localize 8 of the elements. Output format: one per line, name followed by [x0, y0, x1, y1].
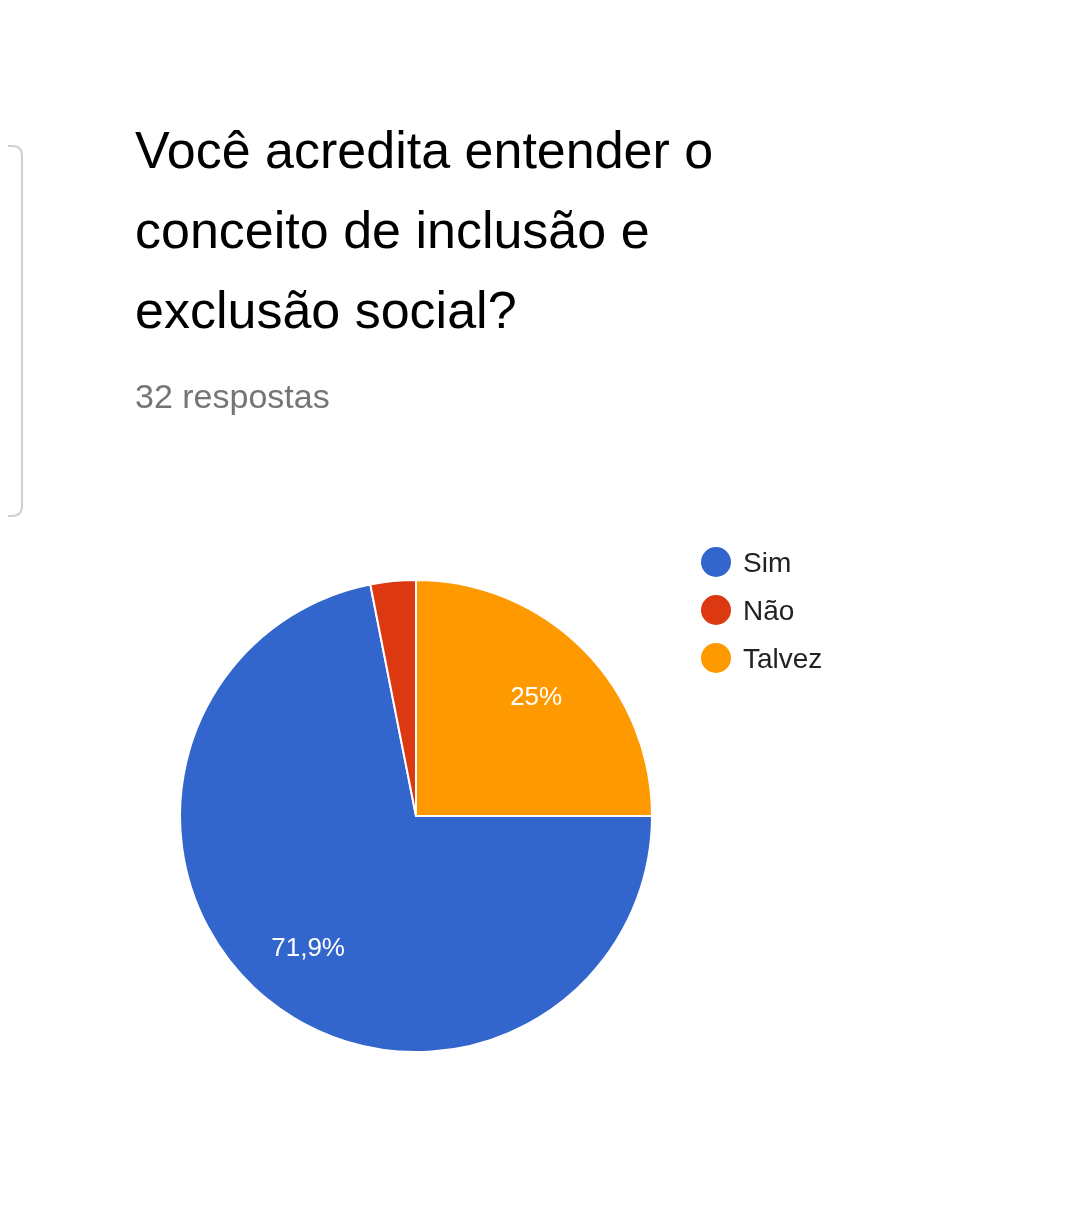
legend-label: Sim	[743, 546, 792, 578]
legend-label: Talvez	[743, 642, 823, 674]
pie-slice	[179, 583, 653, 1053]
legend-label: Não	[743, 594, 795, 626]
data-label: 25%	[510, 680, 563, 711]
chart-subtitle: 32 respostas	[135, 377, 330, 415]
chart-title: Você acredita entender o conceito de inclusão e exclusão social?	[135, 121, 714, 339]
data-label: 71,9%	[271, 932, 345, 963]
